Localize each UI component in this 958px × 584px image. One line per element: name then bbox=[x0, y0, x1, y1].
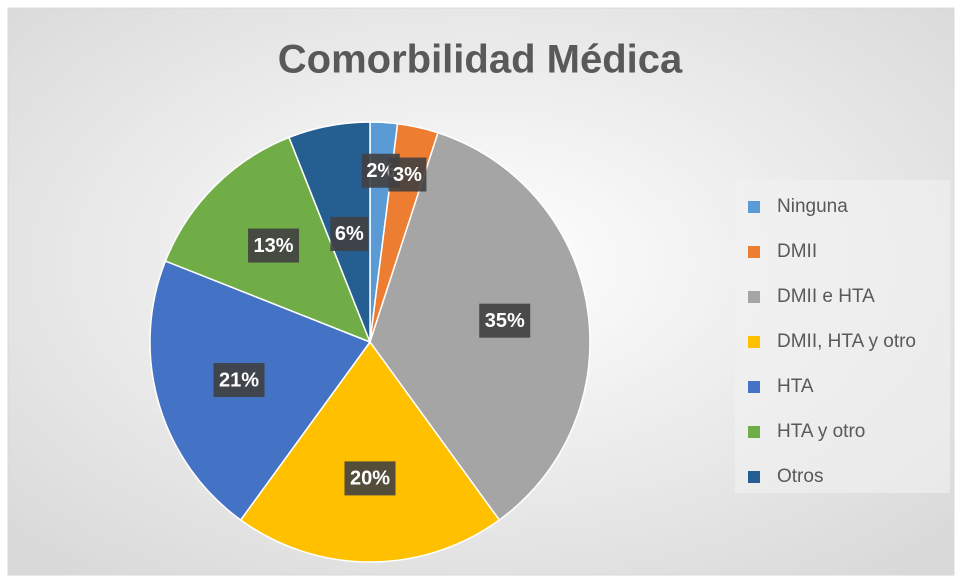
chart-title: Comorbilidad Médica bbox=[278, 38, 683, 82]
data-label: 21% bbox=[219, 369, 259, 391]
data-label: 20% bbox=[350, 468, 390, 490]
legend-swatch bbox=[748, 291, 760, 303]
legend-swatch bbox=[748, 471, 760, 483]
legend-label: HTA y otro bbox=[777, 421, 865, 442]
data-label-box bbox=[213, 363, 265, 398]
legend-label: DMII, HTA y otro bbox=[777, 331, 916, 352]
data-label: 6% bbox=[335, 223, 364, 245]
pie-slice bbox=[288, 121, 371, 343]
legend-label: DMII bbox=[777, 241, 817, 262]
data-label-box bbox=[330, 216, 369, 251]
data-label: 13% bbox=[254, 235, 294, 257]
data-label: 35% bbox=[485, 310, 525, 332]
data-label: 2% bbox=[366, 160, 395, 182]
data-label-box bbox=[388, 157, 427, 192]
legend-label: DMII e HTA bbox=[777, 286, 875, 307]
legend-swatch bbox=[748, 426, 760, 438]
legend-swatch bbox=[748, 381, 760, 393]
pie-slice bbox=[239, 340, 501, 563]
legend bbox=[735, 180, 950, 493]
legend-label: HTA bbox=[777, 376, 814, 397]
legend-swatch bbox=[748, 201, 760, 213]
data-label-box bbox=[248, 228, 300, 263]
data-label-box bbox=[344, 461, 396, 496]
legend-swatch bbox=[748, 336, 760, 348]
legend-swatch bbox=[748, 246, 760, 258]
legend-label: Otros bbox=[777, 466, 823, 487]
legend-label: Ninguna bbox=[777, 196, 848, 217]
data-label-box bbox=[479, 303, 531, 338]
data-label: 3% bbox=[393, 164, 422, 186]
